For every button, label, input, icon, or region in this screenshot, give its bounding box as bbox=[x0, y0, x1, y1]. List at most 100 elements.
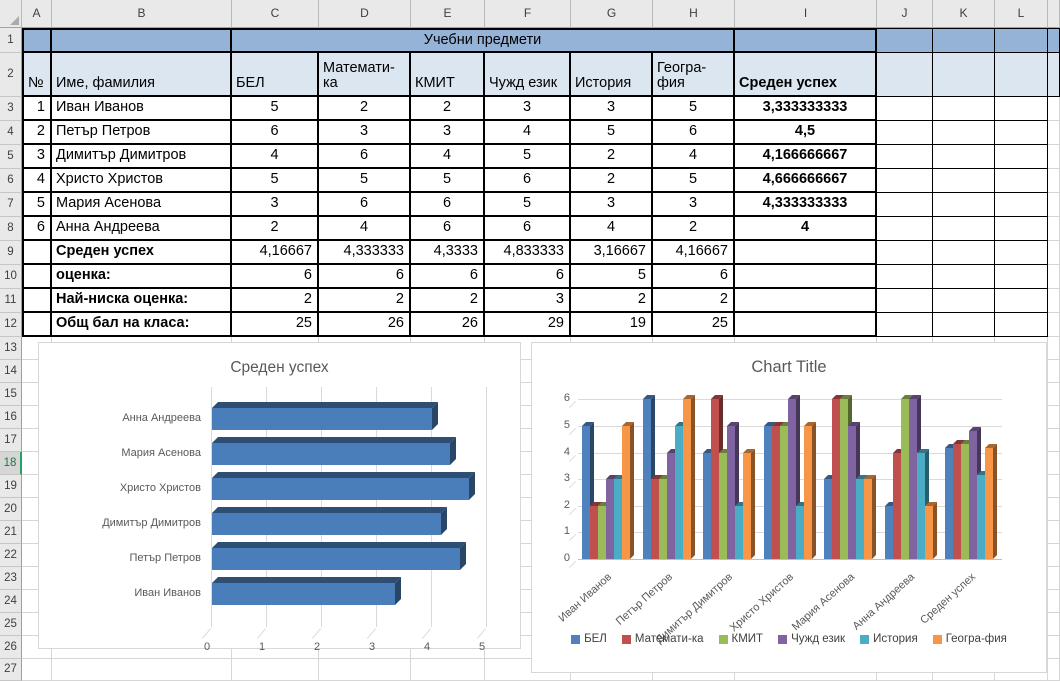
cell-B9[interactable]: Среден успех bbox=[52, 241, 232, 265]
cell-K8[interactable] bbox=[933, 217, 995, 241]
cell-H7[interactable]: 3 bbox=[653, 193, 735, 217]
column-КМИТ-1[interactable] bbox=[598, 502, 610, 559]
cell-K12[interactable] bbox=[933, 313, 995, 337]
cell-I7[interactable]: 4,333333333 bbox=[735, 193, 877, 217]
bar-6[interactable] bbox=[212, 576, 401, 605]
cell-C12[interactable]: 25 bbox=[232, 313, 319, 337]
cell-C7[interactable]: 3 bbox=[232, 193, 319, 217]
col-header-D[interactable]: D bbox=[319, 0, 411, 28]
row-header-7[interactable]: 7 bbox=[0, 193, 22, 217]
column-Математи-ка-7[interactable] bbox=[953, 440, 965, 559]
row-header-22[interactable]: 22 bbox=[0, 544, 22, 567]
legend-item[interactable]: Чужд език bbox=[778, 633, 845, 645]
row-header-14[interactable]: 14 bbox=[0, 360, 22, 383]
cell-B10[interactable]: оценка: bbox=[52, 265, 232, 289]
cell-F5[interactable]: 5 bbox=[485, 145, 571, 169]
cell-M9[interactable] bbox=[1048, 241, 1060, 265]
cell-A5[interactable]: 3 bbox=[22, 145, 52, 169]
cell-J1[interactable] bbox=[877, 28, 933, 53]
cell-J10[interactable] bbox=[877, 265, 933, 289]
table-title-cell[interactable]: Учебни предмети bbox=[232, 28, 735, 53]
cell-B12[interactable]: Общ бал на класа: bbox=[52, 313, 232, 337]
cell-M12[interactable] bbox=[1048, 313, 1060, 337]
column-История-7[interactable] bbox=[977, 471, 989, 559]
column-БЕЛ-3[interactable] bbox=[703, 449, 715, 559]
column-История-3[interactable] bbox=[735, 502, 747, 559]
cell-J7[interactable] bbox=[877, 193, 933, 217]
cell-G7[interactable]: 3 bbox=[571, 193, 653, 217]
cell-I10[interactable] bbox=[735, 265, 877, 289]
cell-M8[interactable] bbox=[1048, 217, 1060, 241]
cell-L11[interactable] bbox=[995, 289, 1048, 313]
column-КМИТ-7[interactable] bbox=[961, 440, 973, 559]
cell-A12[interactable] bbox=[22, 313, 52, 337]
row-header-9[interactable]: 9 bbox=[0, 241, 22, 265]
cell-D27[interactable] bbox=[319, 659, 411, 681]
bar-5[interactable] bbox=[212, 541, 466, 570]
col-header-H[interactable]: H bbox=[653, 0, 735, 28]
cell-G10[interactable]: 5 bbox=[571, 265, 653, 289]
column-История-1[interactable] bbox=[614, 475, 626, 559]
cell-G12[interactable]: 19 bbox=[571, 313, 653, 337]
cell-I8[interactable]: 4 bbox=[735, 217, 877, 241]
cell-L6[interactable] bbox=[995, 169, 1048, 193]
cell-E9[interactable]: 4,3333 bbox=[411, 241, 485, 265]
row-header-17[interactable]: 17 bbox=[0, 429, 22, 452]
cell-J4[interactable] bbox=[877, 121, 933, 145]
cell-J8[interactable] bbox=[877, 217, 933, 241]
cell-I3[interactable]: 3,333333333 bbox=[735, 97, 877, 121]
row-header-6[interactable]: 6 bbox=[0, 169, 22, 193]
cell-C27[interactable] bbox=[232, 659, 319, 681]
cell-M3[interactable] bbox=[1048, 97, 1060, 121]
row-header-2[interactable]: 2 bbox=[0, 53, 22, 97]
cell-L4[interactable] bbox=[995, 121, 1048, 145]
cell-D3[interactable]: 2 bbox=[319, 97, 411, 121]
cell-I9[interactable] bbox=[735, 241, 877, 265]
cell-J9[interactable] bbox=[877, 241, 933, 265]
cell-M2[interactable] bbox=[1048, 53, 1060, 97]
cell-H3[interactable]: 5 bbox=[653, 97, 735, 121]
cell-J12[interactable] bbox=[877, 313, 933, 337]
column-Чужд език-5[interactable] bbox=[848, 422, 860, 559]
column-Чужд език-3[interactable] bbox=[727, 422, 739, 559]
cell-A6[interactable]: 4 bbox=[22, 169, 52, 193]
column-Чужд език-6[interactable] bbox=[909, 395, 921, 559]
cell-F11[interactable]: 3 bbox=[485, 289, 571, 313]
cell-C3[interactable]: 5 bbox=[232, 97, 319, 121]
bar-1[interactable] bbox=[212, 401, 438, 430]
col-header-B[interactable]: B bbox=[52, 0, 232, 28]
row-header-19[interactable]: 19 bbox=[0, 475, 22, 498]
cell-I12[interactable] bbox=[735, 313, 877, 337]
cell-A11[interactable] bbox=[22, 289, 52, 313]
cell-L8[interactable] bbox=[995, 217, 1048, 241]
cell-B3[interactable]: Иван Иванов bbox=[52, 97, 232, 121]
cell-M26[interactable] bbox=[1048, 636, 1060, 659]
column-История-5[interactable] bbox=[856, 475, 868, 559]
cell-E11[interactable]: 2 bbox=[411, 289, 485, 313]
column-БЕЛ-2[interactable] bbox=[643, 395, 655, 559]
column-Геогра-фия-1[interactable] bbox=[622, 422, 634, 559]
cell-D2[interactable]: Математи-ка bbox=[319, 53, 411, 97]
row-header-3[interactable]: 3 bbox=[0, 97, 22, 121]
cell-M15[interactable] bbox=[1048, 383, 1060, 406]
cell-C4[interactable]: 6 bbox=[232, 121, 319, 145]
cell-M11[interactable] bbox=[1048, 289, 1060, 313]
cell-C9[interactable]: 4,16667 bbox=[232, 241, 319, 265]
cell-H10[interactable]: 6 bbox=[653, 265, 735, 289]
cell-J2[interactable] bbox=[877, 53, 933, 97]
cell-B2[interactable]: Име, фамилия bbox=[52, 53, 232, 97]
cell-E4[interactable]: 3 bbox=[411, 121, 485, 145]
cell-M6[interactable] bbox=[1048, 169, 1060, 193]
column-БЕЛ-6[interactable] bbox=[885, 502, 897, 559]
column-КМИТ-4[interactable] bbox=[780, 422, 792, 559]
cell-D12[interactable]: 26 bbox=[319, 313, 411, 337]
row-header-26[interactable]: 26 bbox=[0, 636, 22, 659]
bar-3[interactable] bbox=[212, 471, 475, 500]
cell-K11[interactable] bbox=[933, 289, 995, 313]
cell-G9[interactable]: 3,16667 bbox=[571, 241, 653, 265]
cell-K4[interactable] bbox=[933, 121, 995, 145]
legend-item[interactable]: БЕЛ bbox=[571, 633, 607, 645]
legend-item[interactable]: КМИТ bbox=[718, 633, 763, 645]
column-История-4[interactable] bbox=[796, 502, 808, 559]
col-header-A[interactable]: A bbox=[22, 0, 52, 28]
